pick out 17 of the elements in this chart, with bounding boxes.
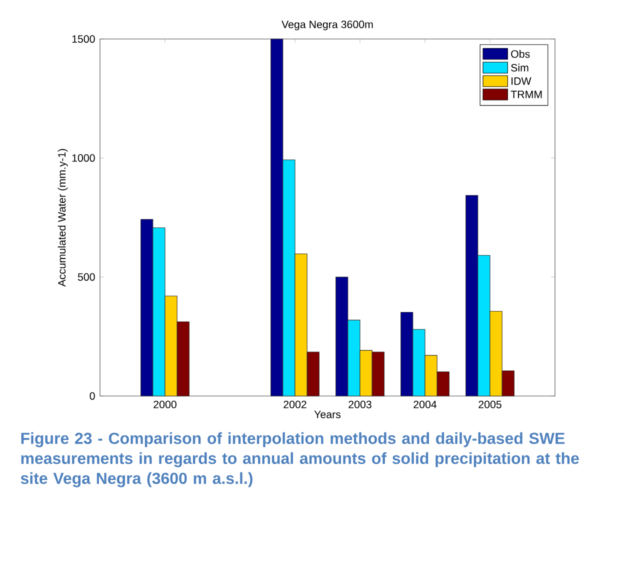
y-tick-label: 1000 xyxy=(72,154,95,162)
y-axis-title: Accumulated Water (mm.y-1) xyxy=(58,149,68,287)
caption: Figure 23 - Comparison of interpolation methods and daily-based SWE measurements in regards to annual amounts of solid precipitation at the site Vega Negra (3600 m a.s.l.) xyxy=(20,432,579,488)
x-axis-title: Years xyxy=(314,410,341,418)
x-tick-label: 2003 xyxy=(348,400,372,408)
legend-label: Sim xyxy=(511,64,528,72)
x-tick-label: 2004 xyxy=(414,400,437,408)
chart-title: Vega Negra 3600m xyxy=(282,20,373,30)
x-tick-label: 2000 xyxy=(154,400,176,408)
legend-label: TRMM xyxy=(510,90,542,98)
legend-label: Obs xyxy=(511,50,530,58)
x-tick-label: 2005 xyxy=(478,400,502,408)
y-tick-label: 0 xyxy=(90,392,95,400)
x-tick-label: 2002 xyxy=(284,400,306,408)
legend-label: IDW xyxy=(512,77,532,85)
y-tick-label: 500 xyxy=(78,273,95,281)
y-tick-label: 1500 xyxy=(72,35,95,43)
